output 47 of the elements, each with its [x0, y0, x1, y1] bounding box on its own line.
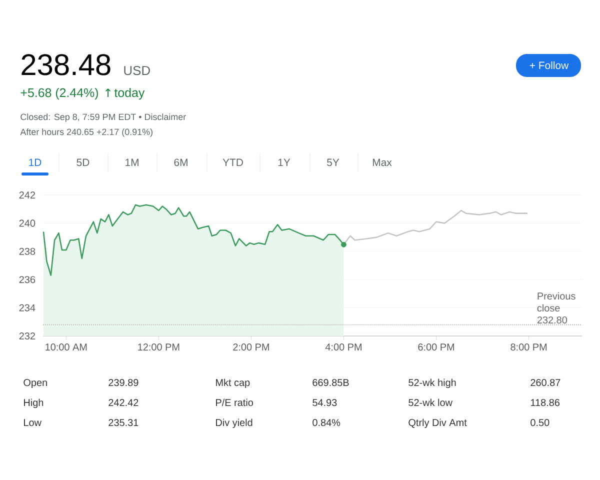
text: 1Y [278, 158, 290, 166]
text: ↑ [106, 88, 110, 97]
text: +5.68 (2.44%) [20, 88, 98, 100]
y-tick-label: 236 [19, 276, 36, 284]
text: Div yield [216, 418, 252, 428]
text: 52-wk high [408, 378, 456, 388]
x-tick-label: 8:00 PM [510, 344, 547, 351]
text: 1D [29, 158, 42, 166]
text: 239.89 [108, 379, 138, 386]
x-tick-label: 2:00 PM [233, 344, 269, 351]
y-tick-label: 232 [19, 332, 35, 340]
text: High [24, 398, 44, 408]
y-tick-label: 234 [19, 304, 36, 312]
text: 242.42 [108, 399, 138, 406]
text: Closed: Sep 8, 7:59 PM EDT • Disclaimer [20, 113, 186, 122]
y-tick-label: 242 [19, 192, 35, 198]
x-tick-label: 10:00 AM [46, 344, 87, 351]
y-tick-label: 240 [19, 220, 36, 227]
text: Open [24, 379, 47, 388]
text: YTD [222, 158, 243, 166]
x-tick-label: 4:00 PM [325, 344, 362, 351]
x-tick-label: 12:00 PM [138, 344, 180, 351]
chart-title: 238.48 [22, 54, 110, 76]
text: Qtrly Div Amt [408, 418, 467, 428]
ref-line-label: Previous close 232.80 [537, 292, 576, 324]
text: 5Y [327, 158, 340, 166]
text: P/E ratio [216, 398, 253, 406]
text: After hours 240.65 +2.17 (0.91%) [20, 128, 152, 137]
text: USD [124, 66, 150, 76]
text: 669.85B [312, 379, 349, 386]
text: 0.84% [312, 419, 340, 426]
text: 54.93 [312, 399, 337, 406]
text: 52-wk low [408, 398, 453, 406]
text: 1M [126, 158, 138, 166]
text: + Follow [530, 61, 569, 70]
text: Mkt cap [216, 378, 250, 388]
text: 235.31 [108, 419, 138, 426]
text: today [114, 88, 145, 100]
text: 118.86 [530, 399, 560, 406]
text: Max [372, 158, 392, 166]
text: 6M [174, 158, 188, 166]
text: 5D [76, 158, 90, 166]
text: 260.87 [530, 379, 560, 386]
y-tick-label: 238 [19, 248, 36, 255]
text: Low [24, 419, 42, 426]
x-tick-label: 6:00 PM [418, 344, 454, 351]
text: 0.50 [530, 419, 550, 426]
